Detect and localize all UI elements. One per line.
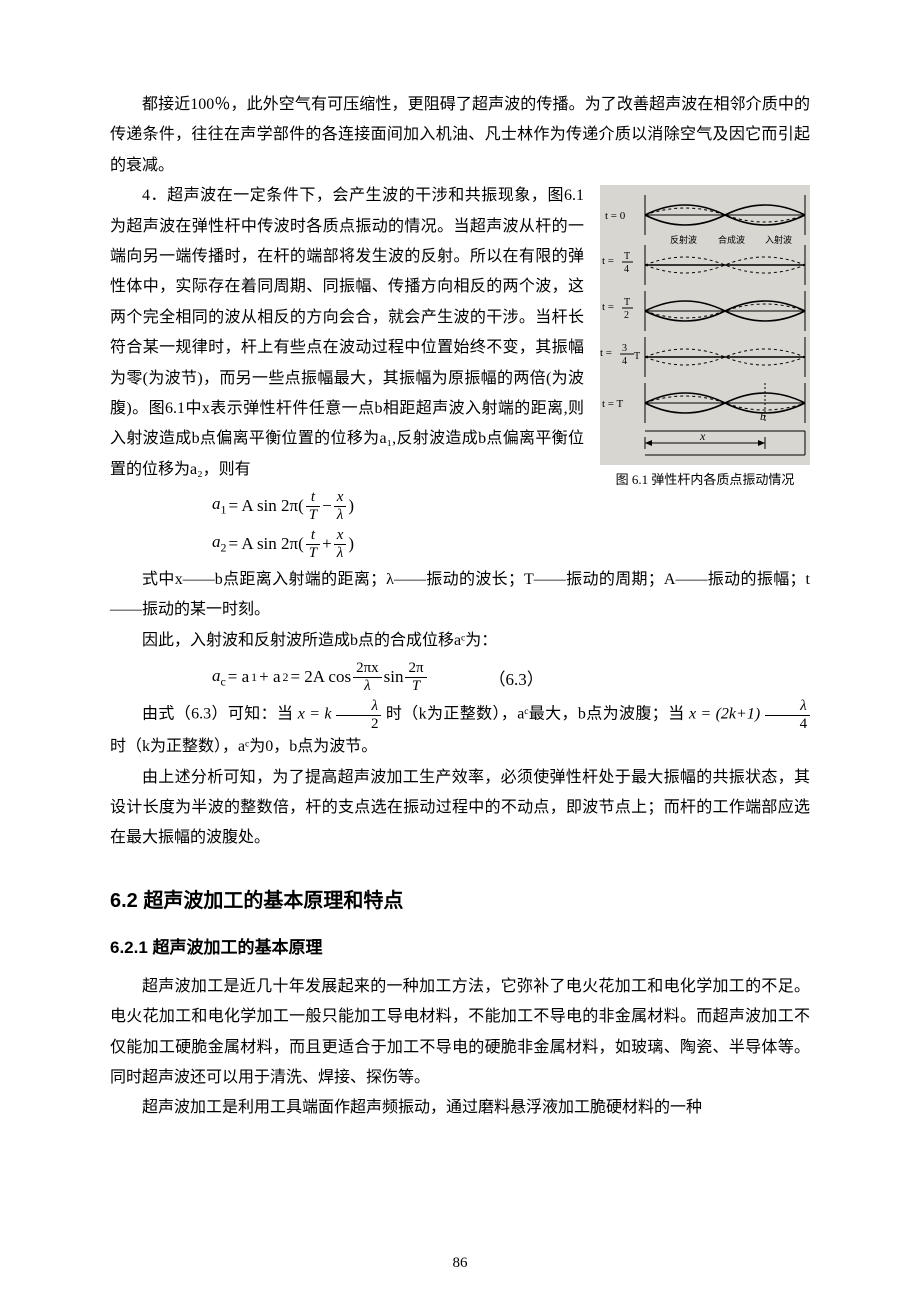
svg-text:t = T: t = T — [602, 398, 624, 410]
figure-caption: 图 6.1 弹性杆内各质点振动情况 — [600, 469, 810, 488]
page-number: 86 — [0, 1255, 920, 1272]
equation-a2: a2 = A sin 2π( tT + xλ ) — [212, 527, 810, 561]
heading-6-2: 6.2 超声波加工的基本原理和特点 — [110, 884, 810, 913]
page: 都接近100％，此外空气有可压缩性，更阻碍了超声波的传播。为了改善超声波在相邻介… — [0, 0, 920, 1302]
figure-bg — [600, 185, 810, 465]
paragraph-1: 都接近100％，此外空气有可压缩性，更阻碍了超声波的传播。为了改善超声波在相邻介… — [110, 90, 810, 181]
paragraph-7: 超声波加工是近几十年发展起来的一种加工方法，它弥补了电火花加工和电化学加工的不足… — [110, 972, 810, 1094]
svg-text:t = 0: t = 0 — [605, 210, 626, 222]
paragraph-6: 由上述分析可知，为了提高超声波加工生产效率，必须使弹性杆处于最大振幅的共振状态，… — [110, 763, 810, 854]
heading-6-2-1: 6.2.1 超声波加工的基本原理 — [110, 933, 810, 958]
svg-text:T: T — [624, 297, 630, 308]
svg-text:T: T — [624, 251, 630, 262]
label-incident: 入射波 — [765, 234, 792, 245]
paragraph-3: 式中x——b点距离入射端的距离；λ——振动的波长；T——振动的周期；A——振动的… — [110, 565, 810, 626]
svg-text:2: 2 — [624, 310, 629, 321]
label-reflect: 反射波 — [670, 234, 697, 245]
equation-a1: a1 = A sin 2π( tT − xλ ) — [212, 489, 810, 523]
equation-ac: ac = a1 + a2 = 2A cos 2πxλ sin 2πT （6.3） — [212, 660, 810, 694]
svg-text:t =: t = — [602, 301, 614, 313]
equation-number-6-3: （6.3） — [489, 665, 544, 690]
svg-text:4: 4 — [622, 356, 627, 367]
paragraph-8: 超声波加工是利用工具端面作超声频振动，通过磨料悬浮液加工脆硬材料的一种 — [110, 1093, 810, 1123]
figure-6-1: t = 0 反射波 合成波 入射波 t = T 4 — [600, 185, 810, 488]
svg-text:4: 4 — [624, 264, 629, 275]
svg-text:T: T — [634, 351, 640, 362]
svg-text:t =: t = — [600, 347, 612, 359]
figure-svg: t = 0 反射波 合成波 入射波 t = T 4 — [600, 185, 810, 465]
svg-text:t =: t = — [602, 255, 614, 267]
paragraph-4: 因此，入射波和反射波所造成b点的合成位移aᶜ为： — [110, 626, 810, 656]
paragraph-5: 由式（6.3）可知：当 x = k λ2 时（k为正整数），aᶜ最大，b点为波腹… — [110, 698, 810, 762]
svg-text:3: 3 — [622, 343, 627, 354]
label-compose: 合成波 — [718, 234, 745, 245]
